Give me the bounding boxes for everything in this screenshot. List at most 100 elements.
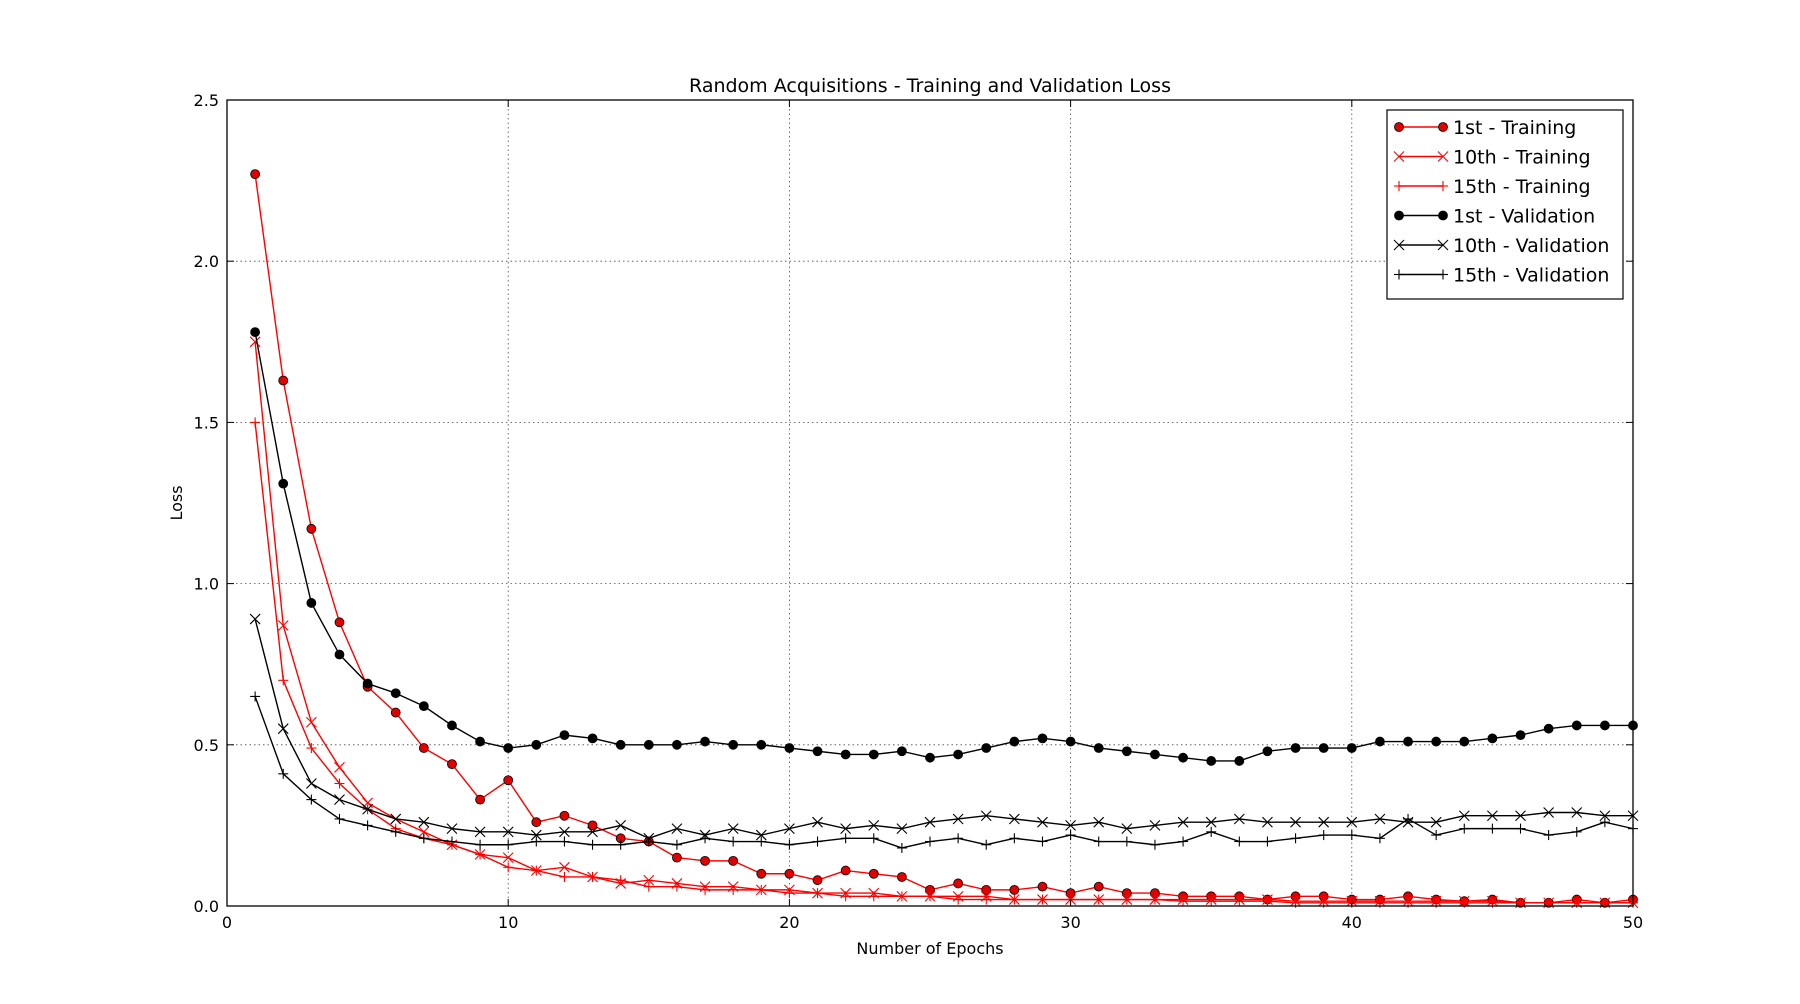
y-tick-label: 1.0 [194,575,219,594]
data-point [249,336,261,348]
data-point [1178,752,1188,763]
data-point [1178,836,1189,847]
data-point [1206,756,1217,766]
legend-box [1386,109,1624,300]
data-point [334,794,345,805]
data-point [1403,813,1414,824]
data-point [1290,833,1301,844]
legend-marker [1438,269,1448,280]
data-point [784,823,795,835]
legend-marker [1394,210,1404,221]
data-point [1065,830,1076,841]
data-point [559,810,570,821]
data-point [1093,816,1105,828]
data-point [1515,730,1526,741]
data-point [1009,736,1020,747]
legend-label: 10th - Training [1453,147,1591,169]
data-point [1571,826,1582,837]
data-point [559,861,570,873]
data-point [728,855,739,866]
data-point [362,803,373,815]
data-point [1234,756,1245,766]
data-point [418,701,429,712]
data-point [1290,743,1301,753]
data-point [1543,723,1554,734]
data-point [1290,816,1301,828]
data-point [306,598,317,608]
data-point [502,852,514,864]
y-tick-label: 0.5 [194,736,219,755]
x-axis-label: Number of Epochs [856,939,1003,958]
y-tick-label: 2.5 [194,91,219,110]
data-point [868,891,879,902]
legend-item: 10th - Validation [1393,235,1609,257]
data-point [1234,896,1245,907]
x-tick-label: 0 [222,913,232,932]
data-point [615,820,627,831]
data-point [840,865,851,876]
data-point [756,836,767,847]
data-point [503,839,514,850]
data-point [277,723,289,735]
ticks: 0 10 20 30 40 50 0.0 0.5 1.0 1.5 2.0 2.5 [194,91,1644,932]
data-point [305,716,317,728]
data-point [334,617,345,628]
data-point [278,375,289,386]
legend-item: 15th - Validation [1394,265,1609,287]
data-point [1431,736,1442,747]
data-point [1093,743,1104,753]
data-point [981,839,992,850]
data-point [277,620,289,631]
data-point [1571,720,1582,731]
data-point [728,884,739,895]
data-point [756,739,767,750]
data-point [446,823,458,835]
data-point [278,768,289,779]
data-point [1459,736,1470,747]
data-point [671,839,682,850]
data-point [1121,894,1132,905]
data-point [1487,810,1498,822]
data-point [418,816,430,828]
series-layer [249,169,1639,909]
data-point [756,884,767,895]
data-point [250,691,261,702]
data-point [1150,749,1160,760]
data-point [812,816,823,828]
data-point [587,733,598,744]
data-point [1318,816,1330,828]
data-point [755,829,767,841]
data-point [1543,807,1555,818]
data-point [475,736,485,747]
data-point [615,739,626,750]
data-point [1346,743,1357,753]
data-point [981,743,992,753]
data-point [390,826,401,837]
data-point [868,868,879,879]
legend-marker [1438,122,1448,132]
x-tick-label: 10 [498,913,518,932]
data-point [812,746,823,757]
data-point [306,794,317,805]
legend-marker [1438,181,1448,191]
data-point [1458,810,1470,822]
data-point [896,823,908,835]
data-point [1093,881,1104,892]
data-point [418,826,430,838]
data-point [1262,746,1273,757]
data-point [334,813,345,824]
data-point [503,743,514,753]
data-point [784,868,795,879]
data-point [925,891,935,902]
x-tick-label: 30 [1060,913,1080,932]
data-point [334,649,345,660]
data-point [643,739,654,750]
data-point [1515,810,1526,822]
data-point [475,794,485,805]
data-point [1543,830,1554,841]
data-point [1121,836,1132,847]
legend-label: 1st - Validation [1453,206,1595,228]
legend-marker [1437,151,1449,162]
data-point [700,833,711,844]
data-point [1459,823,1470,834]
